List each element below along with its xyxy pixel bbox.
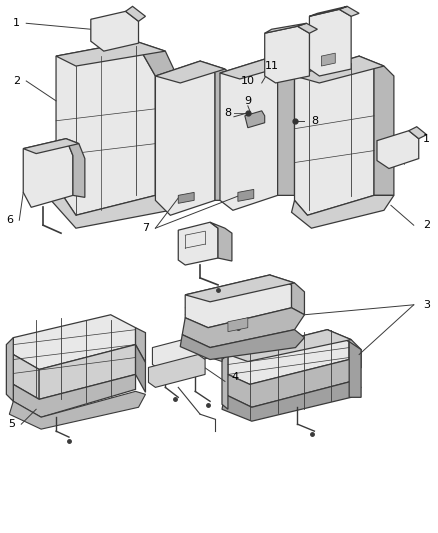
Polygon shape: [225, 360, 361, 407]
Polygon shape: [327, 330, 361, 367]
Polygon shape: [51, 185, 180, 228]
Polygon shape: [56, 41, 155, 215]
Polygon shape: [265, 59, 294, 196]
Polygon shape: [377, 131, 419, 168]
Polygon shape: [210, 222, 232, 261]
Polygon shape: [135, 345, 145, 392]
Text: 1: 1: [13, 18, 20, 28]
Text: 8: 8: [224, 108, 232, 118]
Polygon shape: [195, 63, 208, 198]
Polygon shape: [222, 354, 228, 409]
Polygon shape: [160, 76, 177, 200]
Text: 8: 8: [311, 116, 318, 126]
Polygon shape: [200, 61, 238, 200]
Polygon shape: [23, 139, 79, 154]
Polygon shape: [220, 59, 285, 79]
Polygon shape: [185, 275, 294, 302]
Polygon shape: [9, 391, 145, 429]
Polygon shape: [202, 335, 222, 361]
Polygon shape: [238, 189, 254, 201]
Text: 3: 3: [423, 300, 430, 310]
Polygon shape: [135, 328, 145, 362]
Polygon shape: [155, 61, 225, 83]
Polygon shape: [13, 315, 135, 369]
Polygon shape: [178, 192, 194, 203]
Polygon shape: [228, 330, 349, 384]
Polygon shape: [270, 275, 304, 315]
Text: 4: 4: [231, 373, 238, 382]
Polygon shape: [228, 330, 351, 361]
Text: 1: 1: [423, 134, 430, 144]
Polygon shape: [180, 330, 304, 360]
Polygon shape: [309, 10, 351, 76]
Polygon shape: [7, 337, 13, 401]
Polygon shape: [225, 74, 240, 198]
Polygon shape: [178, 222, 218, 265]
Polygon shape: [294, 56, 374, 215]
Polygon shape: [91, 11, 138, 51]
Polygon shape: [309, 6, 347, 17]
Text: 10: 10: [241, 76, 255, 86]
Polygon shape: [155, 61, 215, 215]
Polygon shape: [265, 26, 309, 83]
Text: 2: 2: [13, 76, 20, 86]
Polygon shape: [339, 6, 359, 17]
Polygon shape: [349, 342, 361, 397]
Polygon shape: [222, 382, 361, 421]
Polygon shape: [13, 354, 39, 399]
Text: 7: 7: [142, 223, 149, 233]
Polygon shape: [185, 275, 292, 328]
Polygon shape: [152, 335, 210, 369]
Polygon shape: [220, 59, 278, 211]
Text: 9: 9: [244, 96, 251, 106]
Polygon shape: [23, 139, 73, 207]
Text: 2: 2: [423, 220, 430, 230]
Polygon shape: [255, 61, 268, 196]
Polygon shape: [228, 318, 248, 332]
Polygon shape: [59, 56, 150, 200]
Polygon shape: [297, 23, 318, 33]
Polygon shape: [359, 56, 394, 196]
Text: 5: 5: [8, 419, 15, 429]
Polygon shape: [321, 53, 335, 66]
Polygon shape: [409, 127, 427, 139]
Polygon shape: [135, 41, 180, 196]
Polygon shape: [148, 354, 205, 387]
Polygon shape: [297, 66, 369, 205]
Polygon shape: [39, 345, 135, 399]
Polygon shape: [292, 196, 394, 228]
Polygon shape: [13, 375, 135, 417]
Polygon shape: [56, 41, 165, 66]
Polygon shape: [245, 111, 265, 128]
Polygon shape: [265, 23, 307, 33]
Polygon shape: [294, 56, 384, 83]
Polygon shape: [66, 139, 85, 197]
Polygon shape: [126, 6, 145, 21]
Text: 11: 11: [265, 61, 279, 71]
Text: 6: 6: [6, 215, 13, 225]
Polygon shape: [182, 308, 304, 348]
